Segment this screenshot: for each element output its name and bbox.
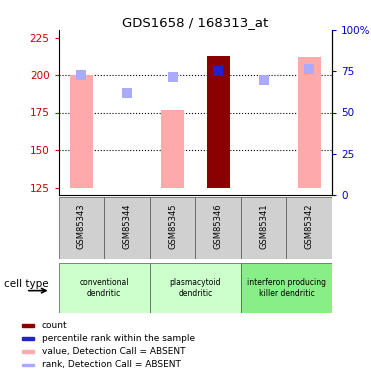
Text: plasmacytoid
dendritic: plasmacytoid dendritic bbox=[170, 278, 221, 297]
Text: percentile rank within the sample: percentile rank within the sample bbox=[42, 334, 195, 343]
Bar bbox=[161, 110, 184, 188]
Bar bbox=[59, 262, 150, 313]
Text: value, Detection Call = ABSENT: value, Detection Call = ABSENT bbox=[42, 347, 185, 356]
Text: GSM85345: GSM85345 bbox=[168, 204, 177, 249]
Point bbox=[306, 66, 312, 72]
Bar bbox=[241, 197, 286, 259]
Bar bbox=[207, 56, 230, 188]
Point bbox=[215, 68, 221, 74]
Text: GSM85341: GSM85341 bbox=[259, 204, 268, 249]
Bar bbox=[22, 324, 34, 327]
Bar bbox=[150, 197, 196, 259]
Text: interferon producing
killer dendritic: interferon producing killer dendritic bbox=[247, 278, 326, 297]
Bar bbox=[241, 262, 332, 313]
Point bbox=[170, 74, 175, 80]
Bar bbox=[150, 262, 241, 313]
Text: GSM85343: GSM85343 bbox=[77, 204, 86, 249]
Text: rank, Detection Call = ABSENT: rank, Detection Call = ABSENT bbox=[42, 360, 180, 369]
Bar bbox=[22, 364, 34, 366]
Bar bbox=[298, 57, 321, 188]
Bar bbox=[70, 75, 93, 188]
Bar bbox=[22, 338, 34, 340]
Bar bbox=[196, 197, 241, 259]
Text: cell type: cell type bbox=[4, 279, 48, 289]
Text: GSM85346: GSM85346 bbox=[214, 204, 223, 249]
Bar bbox=[22, 351, 34, 353]
Bar bbox=[59, 197, 104, 259]
Text: GSM85344: GSM85344 bbox=[122, 204, 131, 249]
Text: count: count bbox=[42, 321, 67, 330]
Point bbox=[124, 90, 130, 96]
Title: GDS1658 / 168313_at: GDS1658 / 168313_at bbox=[122, 16, 269, 29]
Text: GSM85342: GSM85342 bbox=[305, 204, 314, 249]
Bar bbox=[286, 197, 332, 259]
Point bbox=[261, 76, 267, 82]
Point bbox=[78, 72, 84, 78]
Bar bbox=[104, 197, 150, 259]
Text: conventional
dendritic: conventional dendritic bbox=[79, 278, 129, 297]
